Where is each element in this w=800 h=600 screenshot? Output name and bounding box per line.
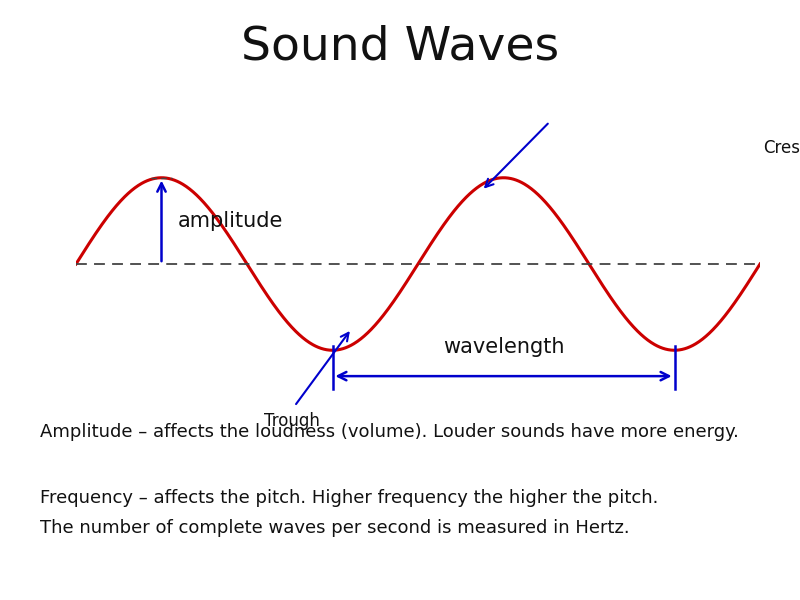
- Text: Trough: Trough: [264, 412, 320, 430]
- Text: amplitude: amplitude: [178, 211, 283, 231]
- Text: Crest: Crest: [762, 139, 800, 157]
- Text: The number of complete waves per second is measured in Hertz.: The number of complete waves per second …: [40, 519, 630, 537]
- Text: Frequency – affects the pitch. Higher frequency the higher the pitch.: Frequency – affects the pitch. Higher fr…: [40, 489, 658, 507]
- Text: wavelength: wavelength: [442, 337, 564, 357]
- Text: Sound Waves: Sound Waves: [241, 24, 559, 69]
- Text: Amplitude – affects the loudness (volume). Louder sounds have more energy.: Amplitude – affects the loudness (volume…: [40, 423, 739, 441]
